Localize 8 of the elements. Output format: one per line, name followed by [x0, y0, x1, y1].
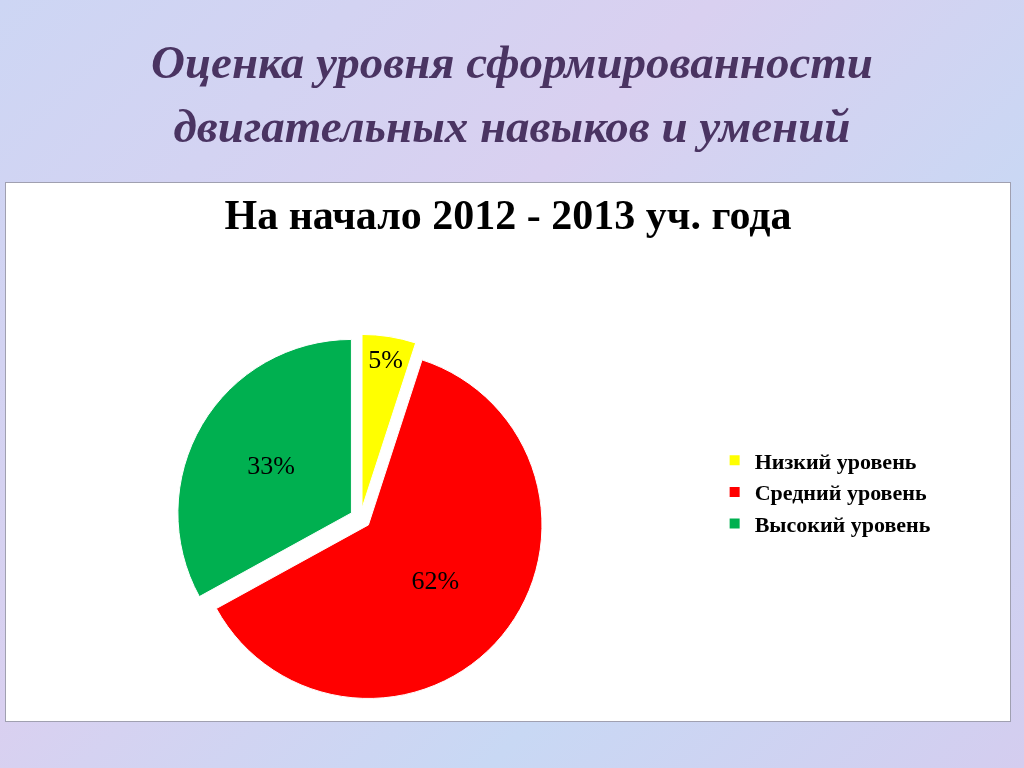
data-label: 62%: [411, 565, 460, 595]
legend-label: Низкий уровень: [754, 448, 917, 474]
data-label: 5%: [368, 345, 403, 375]
legend-label: Средний уровень: [754, 480, 927, 506]
data-label: 33%: [247, 451, 295, 480]
chart-subtitle: На начало 2012 - 2013 уч. года: [224, 191, 792, 238]
legend-label: Высокий уровень: [754, 512, 931, 538]
chart-title: Оценка уровня сформированности двигательных навыков и умений: [150, 35, 874, 154]
